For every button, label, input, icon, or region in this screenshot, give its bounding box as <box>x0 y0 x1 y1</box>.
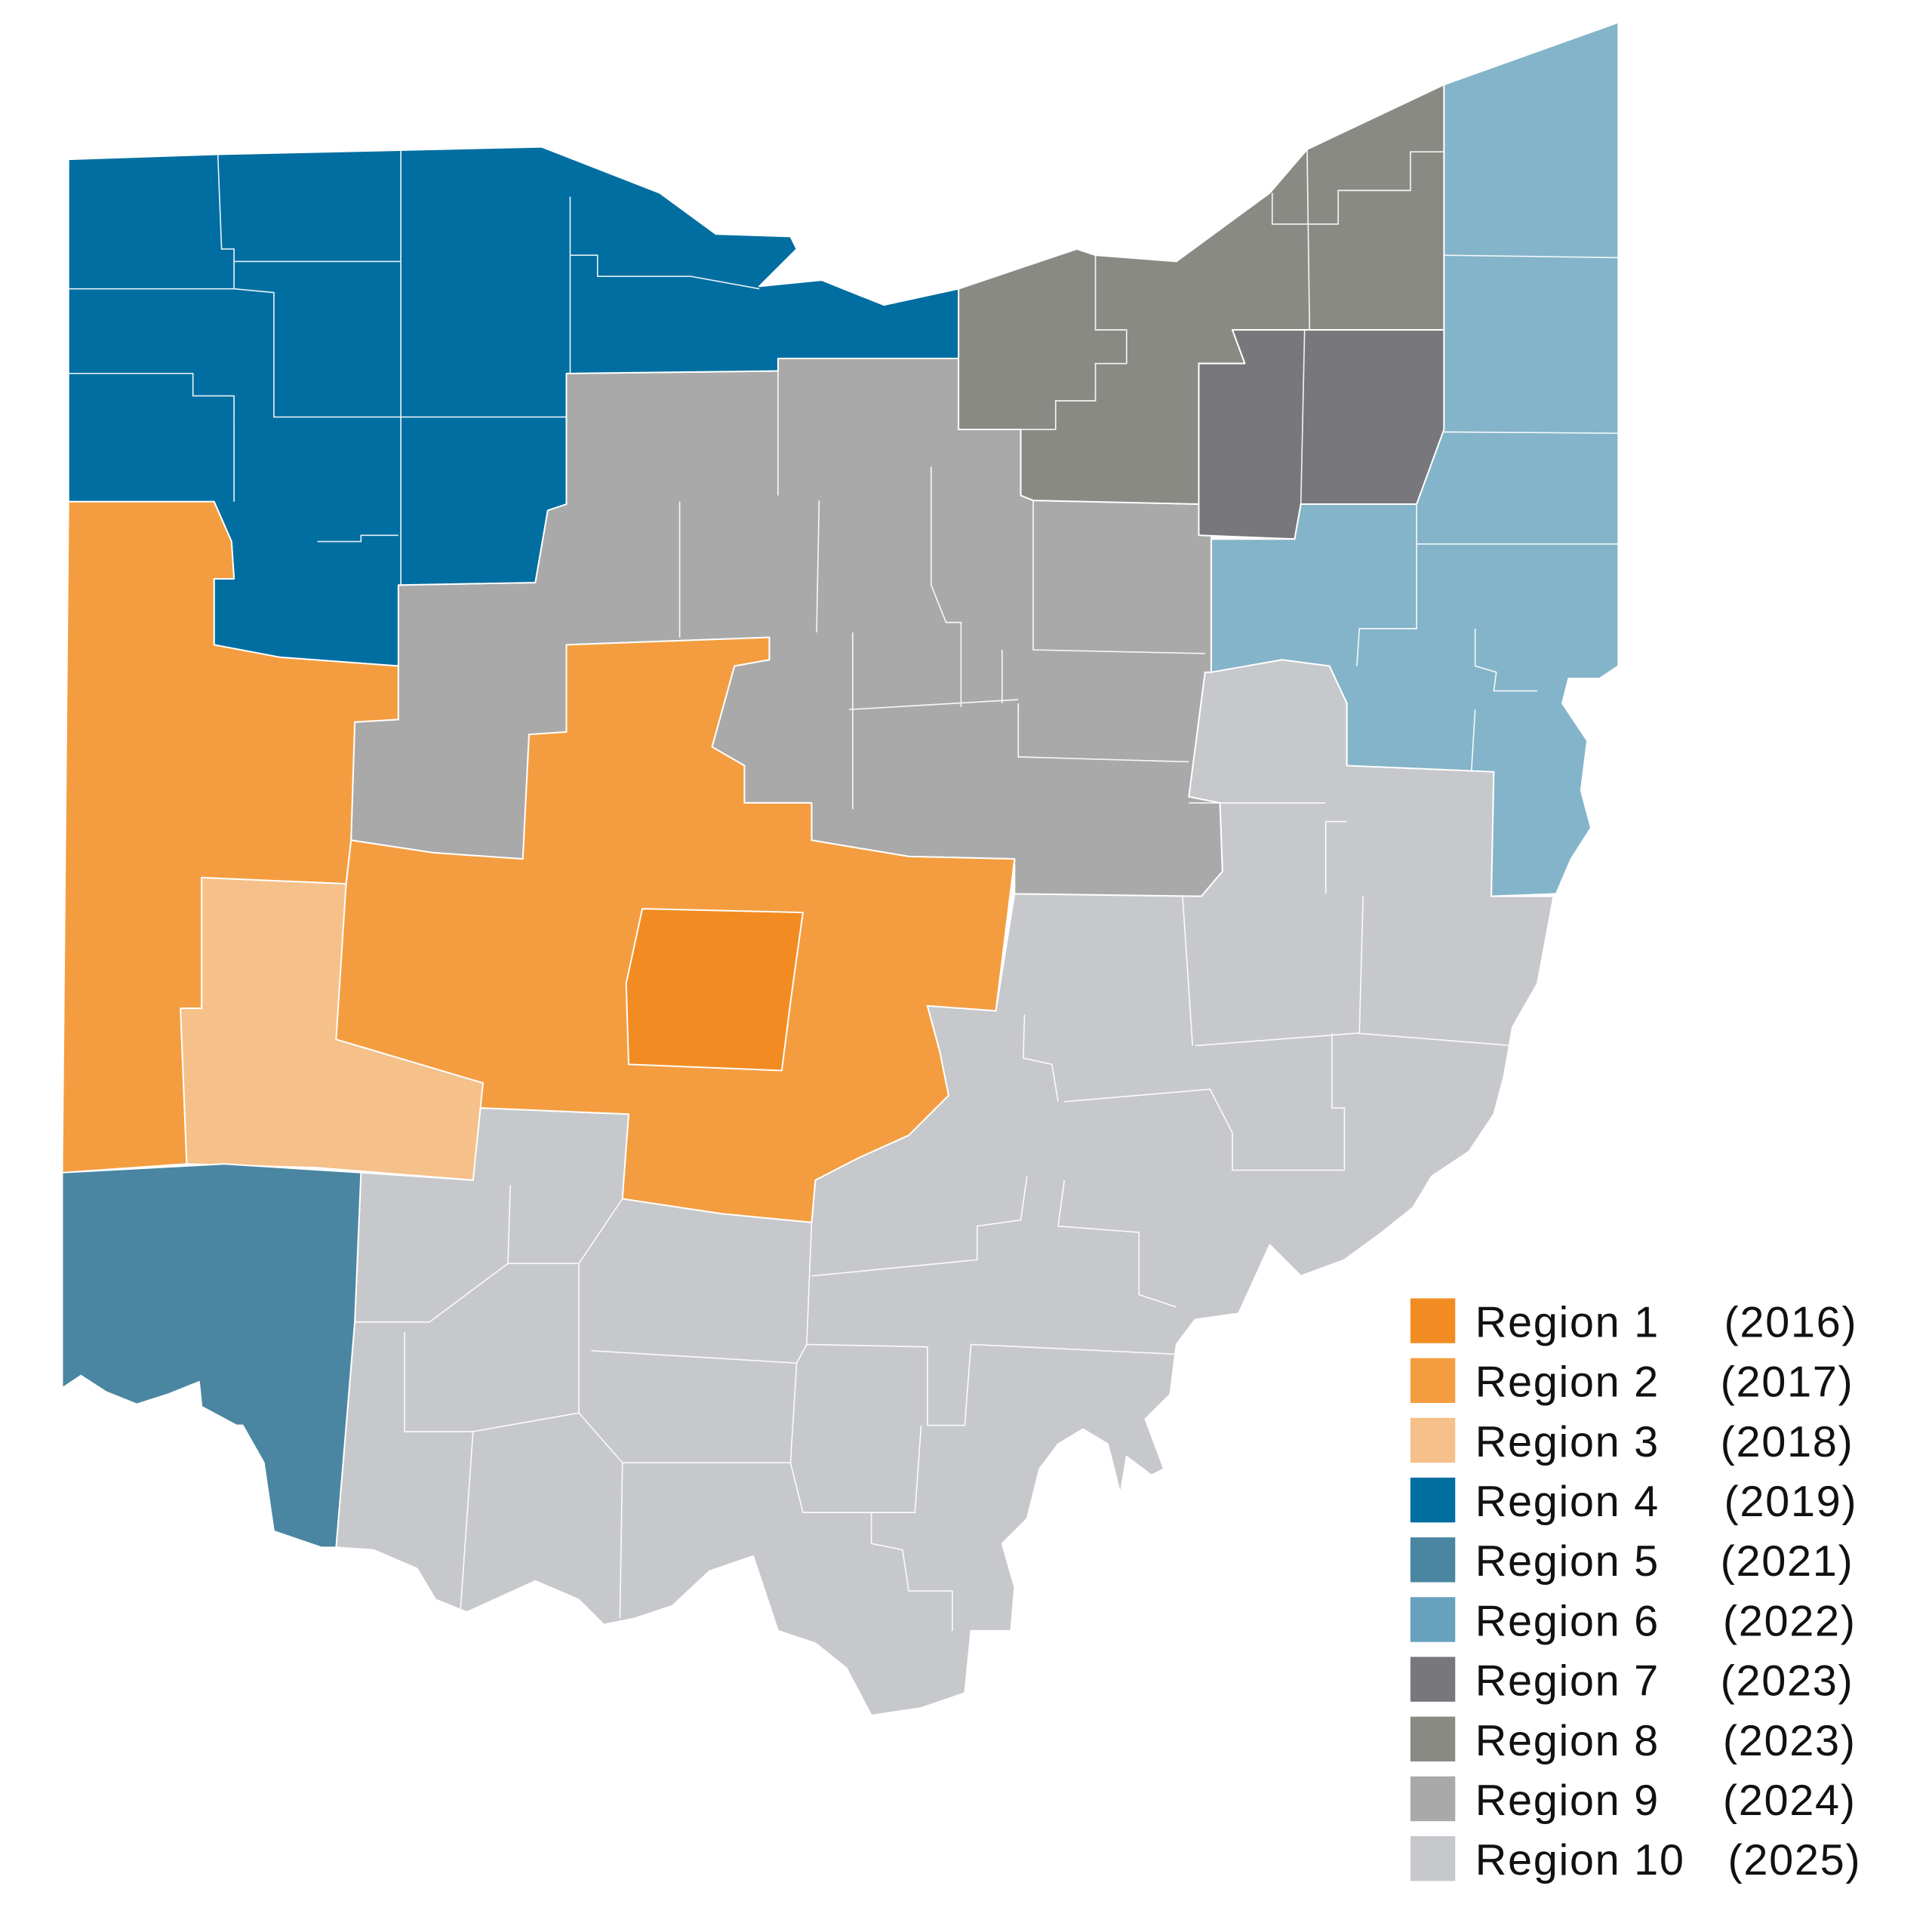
legend-item: Region 6 (2022) <box>1410 1597 1857 1645</box>
legend-item: Region 7 (2023) <box>1410 1657 1854 1706</box>
legend-year: (2018) <box>1721 1418 1854 1466</box>
legend-label: Region 10 <box>1475 1836 1685 1884</box>
legend-swatch <box>1410 1716 1456 1762</box>
legend-label: Region 4 <box>1475 1478 1660 1526</box>
legend-year: (2019) <box>1724 1478 1858 1526</box>
region-1-area <box>625 908 804 1072</box>
legend-label: Region 3 <box>1475 1418 1660 1466</box>
legend-swatch <box>1410 1537 1456 1583</box>
legend: Region 1 (2016) Region 2 (2017) Region 3… <box>1410 1298 1861 1884</box>
legend-swatch <box>1410 1597 1456 1642</box>
legend-year: (2022) <box>1723 1597 1857 1645</box>
legend-label: Region 8 <box>1475 1717 1660 1765</box>
legend-year: (2016) <box>1724 1299 1858 1347</box>
legend-year: (2017) <box>1721 1358 1854 1407</box>
legend-label: Region 6 <box>1475 1597 1660 1645</box>
legend-swatch <box>1410 1298 1456 1343</box>
legend-year: (2021) <box>1721 1537 1854 1586</box>
legend-swatch <box>1410 1657 1456 1702</box>
legend-label: Region 9 <box>1475 1777 1660 1825</box>
legend-item: Region 10 (2025) <box>1410 1835 1861 1884</box>
map-regions <box>61 21 1620 1716</box>
legend-item: Region 4 (2019) <box>1410 1477 1858 1526</box>
legend-item: Region 8 (2023) <box>1410 1716 1857 1765</box>
legend-label: Region 1 <box>1475 1299 1660 1347</box>
legend-swatch <box>1410 1776 1456 1822</box>
legend-year: (2023) <box>1721 1657 1854 1706</box>
legend-item: Region 9 (2024) <box>1410 1776 1857 1825</box>
legend-year: (2024) <box>1723 1777 1857 1825</box>
legend-swatch <box>1410 1417 1456 1463</box>
county-borders <box>68 149 1619 1631</box>
legend-year: (2023) <box>1723 1717 1857 1765</box>
legend-item: Region 2 (2017) <box>1410 1358 1854 1407</box>
legend-item: Region 1 (2016) <box>1410 1298 1858 1347</box>
legend-label: Region 5 <box>1475 1537 1660 1586</box>
region-6-area <box>1210 21 1620 897</box>
legend-item: Region 3 (2018) <box>1410 1417 1854 1466</box>
region-3-area <box>180 876 484 1181</box>
legend-swatch <box>1410 1835 1456 1881</box>
legend-item: Region 5 (2021) <box>1410 1537 1854 1586</box>
legend-year: (2025) <box>1727 1836 1861 1884</box>
region-5-area <box>61 1163 362 1549</box>
legend-label: Region 2 <box>1475 1358 1660 1407</box>
legend-swatch <box>1410 1477 1456 1523</box>
legend-label: Region 7 <box>1475 1657 1660 1706</box>
legend-swatch <box>1410 1358 1456 1403</box>
